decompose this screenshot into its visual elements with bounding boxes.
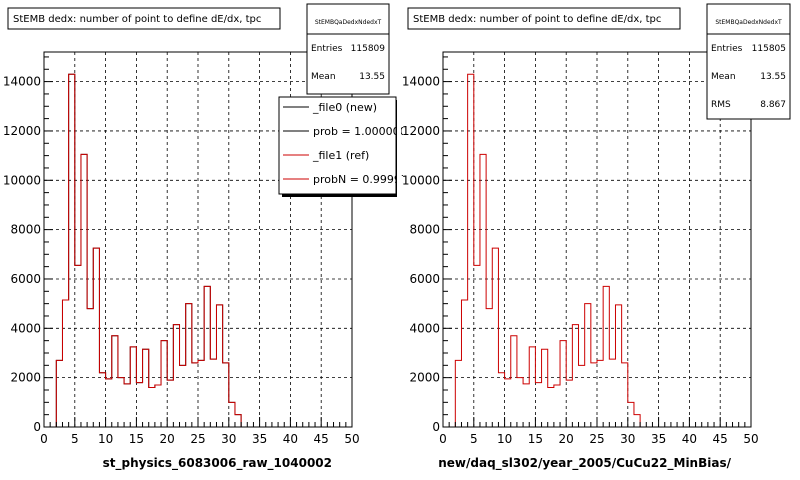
stats-label: Mean — [311, 72, 336, 82]
y-tick-label: 10000 — [402, 173, 440, 187]
x-tick-label: 25 — [589, 432, 604, 446]
stats-box — [306, 3, 390, 95]
x-tick-label: 0 — [439, 432, 447, 446]
x-tick-label: 20 — [160, 432, 175, 446]
y-tick-label: 14000 — [402, 75, 440, 89]
x-tick-label: 50 — [743, 432, 758, 446]
x-axis-label: new/daq_sl302/year_2005/CuCu22_MinBias/ — [438, 456, 731, 471]
stats-name: StEMBQaDedxNdedxT — [715, 19, 782, 26]
x-tick-label: 20 — [559, 432, 574, 446]
x-tick-label: 40 — [682, 432, 697, 446]
chart-panel-1: 0 5 10 15 20 25 30 35 40 45 50 0 2000 4000 6000 8000 100… — [3, 3, 415, 477]
y-tick-label: 12000 — [3, 124, 41, 138]
x-tick-label: 25 — [190, 432, 205, 446]
x-tick-label: 0 — [40, 432, 48, 446]
chart-title: StEMB dedx: number of point to define dE… — [13, 14, 261, 25]
x-tick-label: 5 — [470, 432, 478, 446]
legend-label: _file0 (new) — [312, 101, 377, 114]
y-tick-label: 8000 — [10, 223, 41, 237]
stats-label: Entries — [311, 44, 343, 54]
x-tick-label: 5 — [71, 432, 79, 446]
y-tick-label: 2000 — [10, 371, 41, 385]
x-tick-label: 10 — [497, 432, 512, 446]
stats-name: StEMBQaDedxNdedxT — [315, 19, 382, 26]
x-tick-label: 10 — [98, 432, 113, 446]
stats-value: 8.867 — [760, 100, 786, 110]
legend-box — [278, 96, 397, 195]
x-tick-label: 30 — [620, 432, 635, 446]
x-tick-label: 45 — [314, 432, 329, 446]
x-axis-label: st_physics_6083006_raw_1040002 — [103, 456, 332, 471]
y-tick-label: 2000 — [409, 371, 440, 385]
y-tick-label: 12000 — [402, 124, 440, 138]
x-tick-label: 50 — [344, 432, 359, 446]
stats-value: 13.55 — [760, 72, 786, 82]
stats-label: Entries — [711, 44, 743, 54]
stats-label: RMS — [711, 100, 731, 110]
title-box — [407, 7, 681, 30]
x-tick-label: 35 — [651, 432, 666, 446]
x-tick-label: 40 — [283, 432, 298, 446]
y-tick-label: 14000 — [3, 75, 41, 89]
chart-panel-2: 0 5 10 15 20 25 30 35 40 45 50 0 2000 4000 6000 8000 100… — [402, 3, 795, 477]
y-tick-label: 0 — [432, 420, 440, 434]
stats-value: 115809 — [351, 44, 386, 54]
stats-label: Mean — [711, 72, 736, 82]
title-box — [7, 7, 281, 30]
y-tick-label: 6000 — [409, 272, 440, 286]
x-tick-label: 15 — [528, 432, 543, 446]
legend-label: _file1 (ref) — [312, 149, 369, 162]
legend-label: prob = 1.000000 — [313, 125, 407, 138]
stats-box — [706, 3, 791, 120]
stats-value: 115805 — [752, 44, 786, 54]
y-tick-label: 10000 — [3, 173, 41, 187]
y-tick-label: 4000 — [409, 321, 440, 335]
x-tick-label: 45 — [713, 432, 728, 446]
chart-title: StEMB dedx: number of point to define dE… — [413, 14, 661, 25]
y-tick-label: 6000 — [10, 272, 41, 286]
legend-label: probN = 0.999970 — [313, 173, 415, 186]
y-tick-label: 8000 — [409, 223, 440, 237]
y-tick-label: 0 — [33, 420, 41, 434]
x-tick-label: 35 — [252, 432, 267, 446]
stats-value: 13.55 — [359, 72, 385, 82]
x-tick-label: 30 — [221, 432, 236, 446]
x-tick-label: 15 — [129, 432, 144, 446]
y-tick-label: 4000 — [10, 321, 41, 335]
